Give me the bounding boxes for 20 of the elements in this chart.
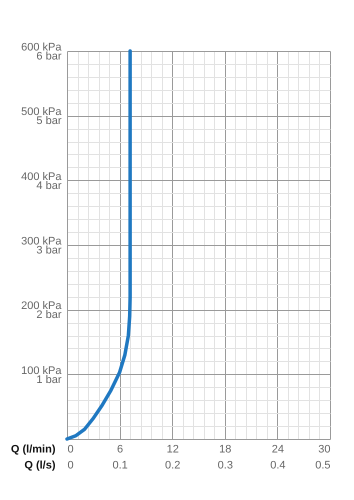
y2-tick-label: 5 bar (36, 115, 62, 128)
x2-tick-label: 0.5 (315, 460, 330, 472)
x-tick-label: 6 (117, 444, 124, 456)
y-tick-label: 300 kPa (21, 236, 62, 248)
x2-tick-label: 0.3 (218, 460, 233, 472)
x-tick-label: 12 (166, 444, 179, 456)
y2-tick-label: 3 bar (36, 244, 62, 256)
y2-tick-label: 6 bar (36, 50, 62, 62)
x2-axis-title: Q (l/s) (24, 460, 56, 472)
x-tick-label: 24 (272, 444, 284, 456)
x2-tick-label: 0.4 (270, 460, 286, 472)
x2-tick-label: 0 (68, 460, 74, 472)
x-axis-title: Q (l/min) (10, 444, 56, 456)
x-tick-label: 18 (219, 444, 232, 456)
x2-tick-label: 0.2 (165, 460, 180, 472)
y2-tick-label: 2 bar (36, 309, 62, 322)
x2-tick-label: 0.1 (112, 460, 128, 472)
x-tick-label: 0 (68, 444, 74, 456)
y-tick-label: 600 kPa (21, 42, 62, 54)
x-tick-label: 30 (318, 444, 330, 456)
